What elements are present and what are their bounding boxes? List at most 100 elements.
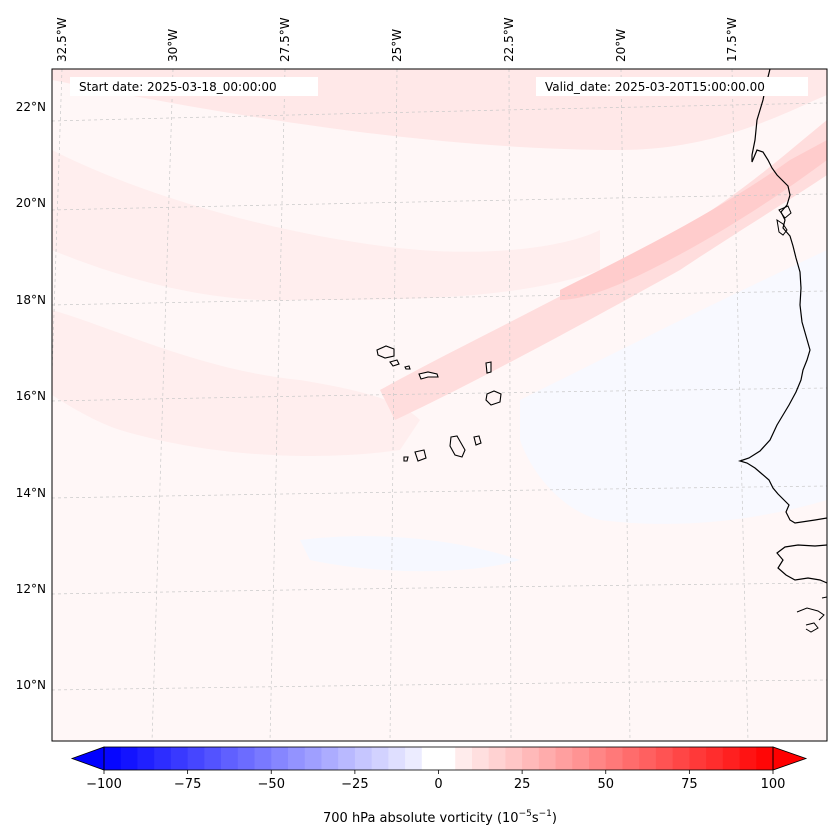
colorbar-segment: [388, 747, 406, 770]
colorbar-label: 700 hPa absolute vorticity (10−5s−1): [323, 809, 557, 826]
valid-date-label: Valid_date: 2025-03-20T15:00:00.00: [545, 80, 765, 94]
colorbar-tick-label: −25: [341, 777, 368, 792]
colorbar-ticks: −100 −75 −50 −25 0 25 50 75 100: [86, 770, 785, 792]
colorbar-segment: [271, 747, 289, 770]
colorbar-tick-label: 0: [434, 777, 442, 792]
coastline-bijagos: [796, 596, 827, 633]
colorbar-tick-label: 100: [761, 777, 786, 792]
lat-label: 12°N: [16, 582, 46, 596]
vorticity-band-southwest: [52, 310, 420, 456]
colorbar-segment: [655, 747, 674, 770]
colorbar-segment: [505, 747, 523, 770]
colorbar-segment: [739, 747, 757, 770]
colorbar-segment: [555, 747, 573, 770]
colorbar-segment: [605, 747, 623, 770]
lon-label: 30°W: [166, 29, 180, 62]
colorbar-segment: [589, 747, 607, 770]
colorbar-segment: [204, 747, 222, 770]
lon-label: 20°W: [614, 29, 628, 62]
colorbar-segment: [522, 747, 540, 770]
colorbar-segment: [471, 747, 490, 770]
colorbar-segment: [221, 747, 239, 770]
coastline-guinea: [776, 544, 827, 584]
colorbar-segment: [371, 747, 389, 770]
colorbar-segment: [137, 747, 155, 770]
island-sao-nicolau: [418, 371, 439, 380]
colorbar-segments: [104, 747, 774, 770]
vorticity-negative-area: [520, 250, 827, 524]
start-date-box: Start date: 2025-03-18_00:00:00: [70, 77, 318, 96]
latitude-labels: 22°N 20°N 18°N 16°N 14°N 12°N 10°N: [16, 100, 46, 692]
lat-label: 22°N: [16, 100, 46, 114]
island-sal: [485, 361, 492, 374]
vorticity-band-core: [560, 140, 827, 300]
longitude-labels: 32.5°W 30°W 27.5°W 25°W 22.5°W 20°W 17.5…: [55, 17, 739, 62]
lon-label: 17.5°W: [725, 17, 739, 62]
colorbar-segment: [438, 747, 456, 770]
colorbar-extend-max: [772, 746, 808, 771]
island-santa-luzia: [404, 365, 411, 370]
island-sao-vicente: [389, 359, 400, 367]
island-maio: [473, 435, 482, 446]
colorbar-segment: [170, 747, 189, 770]
lat-label: 14°N: [16, 486, 46, 500]
coastline-senegal-river: [776, 205, 792, 236]
colorbar-segment: [405, 747, 423, 770]
colorbar-segment: [672, 747, 690, 770]
lon-label: 25°W: [390, 29, 404, 62]
colorbar-segment: [639, 747, 657, 770]
colorbar-segment: [706, 747, 724, 770]
vorticity-negative-south: [300, 536, 520, 572]
colorbar-segment: [488, 747, 506, 770]
african-coastline: [737, 69, 827, 524]
colorbar-segment: [321, 747, 339, 770]
colorbar-tick-label: −100: [86, 777, 122, 792]
colorbar: −100 −75 −50 −25 0 25 50 75 100 700 hPa absolute…: [70, 746, 808, 826]
colorbar-segment: [572, 747, 590, 770]
colorbar-segment: [455, 747, 473, 770]
lon-label: 27.5°W: [278, 17, 292, 62]
island-santo-antao: [376, 345, 395, 359]
map-frame: [51, 68, 828, 742]
map-area: [52, 69, 827, 741]
island-boa-vista: [485, 390, 502, 406]
vorticity-band-west: [52, 150, 600, 301]
colorbar-tick-label: −50: [258, 777, 285, 792]
lon-label: 22.5°W: [502, 17, 516, 62]
colorbar-tick-label: 75: [681, 777, 698, 792]
colorbar-tick-label: −75: [174, 777, 201, 792]
colorbar-segment: [538, 747, 556, 770]
colorbar-segment: [622, 747, 640, 770]
colorbar-segment: [237, 747, 255, 770]
colorbar-tick-label: 50: [597, 777, 614, 792]
island-santiago: [449, 435, 466, 458]
colorbar-extend-min: [70, 746, 105, 771]
colorbar-segment: [304, 747, 322, 770]
colorbar-segment: [104, 747, 122, 770]
lat-label: 16°N: [16, 389, 46, 403]
colorbar-segment: [254, 747, 272, 770]
island-brava: [403, 456, 409, 462]
lat-label: 20°N: [16, 196, 46, 210]
lat-label: 18°N: [16, 293, 46, 307]
colorbar-segment: [354, 747, 373, 770]
start-date-label: Start date: 2025-03-18_00:00:00: [79, 80, 277, 94]
colorbar-segment: [421, 747, 439, 770]
vorticity-band-main: [380, 120, 827, 420]
cape-verde-islands: [376, 345, 502, 462]
colorbar-segment: [154, 747, 172, 770]
valid-date-box: Valid_date: 2025-03-20T15:00:00.00: [536, 77, 808, 96]
colorbar-segment: [338, 747, 356, 770]
colorbar-segment: [689, 747, 707, 770]
colorbar-segment: [120, 747, 138, 770]
colorbar-segment: [722, 747, 740, 770]
colorbar-segment: [187, 747, 205, 770]
colorbar-segment: [287, 747, 306, 770]
island-fogo: [414, 449, 427, 462]
colorbar-tick-label: 25: [514, 777, 531, 792]
graticule: [52, 69, 827, 741]
lon-label: 32.5°W: [55, 17, 69, 62]
lat-label: 10°N: [16, 678, 46, 692]
colorbar-segment: [756, 747, 774, 770]
